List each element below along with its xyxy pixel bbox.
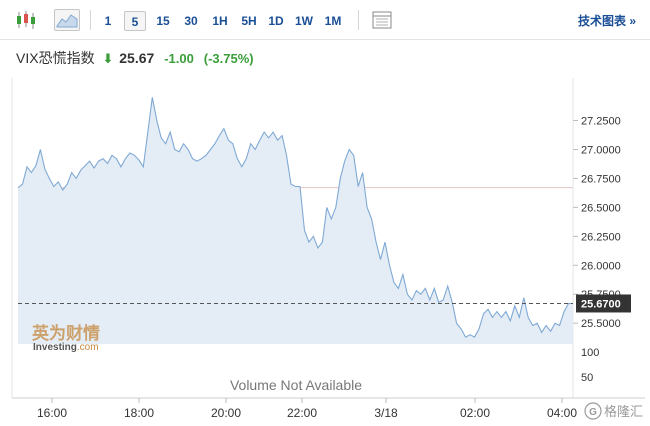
last-price: 25.67 [119,50,155,66]
area-chart-icon[interactable] [54,9,80,31]
toolbar-divider [358,10,359,30]
corner-badge-text: 格隆汇 [604,404,643,420]
volume-tick-label: 50 [581,372,593,384]
x-tick-label: 02:00 [460,406,490,420]
y-tick-label: 26.2500 [581,231,621,243]
tech-chart-link[interactable]: 技术图表 » [577,14,636,28]
timeframe-1m-button[interactable]: 1M [324,14,342,28]
timeframe-1w-button[interactable]: 1W [295,14,313,28]
timeframe-1h-button[interactable]: 1H [212,14,228,28]
table-view-icon[interactable] [370,9,394,31]
y-tick-label: 26.0000 [581,260,621,272]
corner-badge-icon [584,402,602,420]
corner-badge-glyph: G [589,407,597,418]
current-price-label: 25.6700 [581,298,621,310]
watermark-logo-suffix: .com [77,342,99,353]
y-tick-label: 25.5000 [581,318,621,330]
y-tick-label: 27.0000 [581,144,621,156]
toolbar-divider [90,10,91,30]
x-tick-label: 04:00 [547,406,577,420]
x-tick-label: 16:00 [37,406,67,420]
down-arrow-icon: ⬇ [102,51,114,66]
watermark-logo-cn: 英为财情 [32,323,100,344]
quote-header: VIX恐慌指数 ⬇ 25.67 -1.00 (-3.75%) [16,48,254,70]
timeframe-1-button[interactable]: 1 [104,14,112,28]
chart-toolbar: 1 5 15 30 1H 5H 1D 1W 1M 技术图表 » [0,0,650,40]
price-series-line [17,97,573,338]
price-area-fill [18,97,573,345]
current-price-badge [576,294,631,313]
instrument-name: VIX恐慌指数 [16,50,95,66]
volume-not-available-text: Volume Not Available [230,377,362,393]
volume-tick-label: 100 [581,347,599,359]
x-tick-label: 18:00 [124,406,154,420]
price-change: -1.00 [164,51,194,66]
x-tick-label: 3/18 [374,406,398,420]
timeframe-1d-button[interactable]: 1D [268,14,284,28]
y-tick-label: 26.7500 [581,173,621,185]
timeframe-5h-button[interactable]: 5H [241,14,257,28]
timeframe-30-button[interactable]: 30 [184,14,198,28]
timeframe-5-button[interactable]: 5 [124,11,146,31]
x-tick-label: 22:00 [287,406,317,420]
x-tick-label: 20:00 [211,406,241,420]
price-change-percent: (-3.75%) [203,51,254,66]
y-tick-label: 26.5000 [581,202,621,214]
candlestick-icon[interactable] [14,9,38,31]
timeframe-15-button[interactable]: 15 [156,14,170,28]
y-tick-label: 27.2500 [581,116,621,128]
watermark-logo-en: Investing.com [33,342,99,353]
